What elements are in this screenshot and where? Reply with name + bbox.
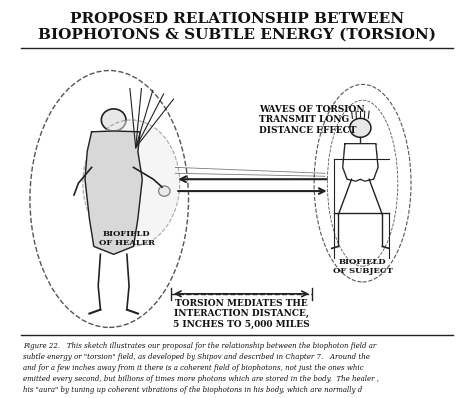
- Text: WAVES OF TORSION
TRANSMIT LONG
DISTANCE EFFECT: WAVES OF TORSION TRANSMIT LONG DISTANCE …: [259, 105, 365, 135]
- Text: TORSION MEDIATES THE
INTERACTION DISTANCE,
5 INCHES TO 5,000 MILES: TORSION MEDIATES THE INTERACTION DISTANC…: [173, 298, 310, 328]
- Circle shape: [101, 109, 126, 131]
- Text: BIOFIELD
OF HEALER: BIOFIELD OF HEALER: [99, 230, 155, 247]
- Polygon shape: [343, 144, 378, 181]
- Text: his "aura" by tuning up coherent vibrations of the biophotons in his body, which: his "aura" by tuning up coherent vibrati…: [23, 386, 363, 394]
- Text: PROPOSED RELATIONSHIP BETWEEN: PROPOSED RELATIONSHIP BETWEEN: [70, 12, 404, 26]
- Text: and for a few inches away from it there is a coherent field of biophotons, not j: and for a few inches away from it there …: [23, 364, 364, 372]
- Polygon shape: [85, 131, 142, 254]
- Text: BIOFIELD
OF SUBJECT: BIOFIELD OF SUBJECT: [333, 258, 392, 275]
- Text: BIOPHOTONS & SUBTLE ENERGY (TORSION): BIOPHOTONS & SUBTLE ENERGY (TORSION): [38, 28, 436, 42]
- Text: subtle energy or "torsion" field, as developed by Shipov and described in Chapte: subtle energy or "torsion" field, as dev…: [23, 353, 370, 361]
- Circle shape: [159, 186, 170, 196]
- Text: Figure 22.   This sketch illustrates our proposal for the relationship between t: Figure 22. This sketch illustrates our p…: [23, 342, 376, 350]
- Circle shape: [350, 118, 371, 137]
- Ellipse shape: [83, 120, 180, 246]
- Text: emitted every second, but billions of times more photons which are stored in the: emitted every second, but billions of ti…: [23, 375, 379, 383]
